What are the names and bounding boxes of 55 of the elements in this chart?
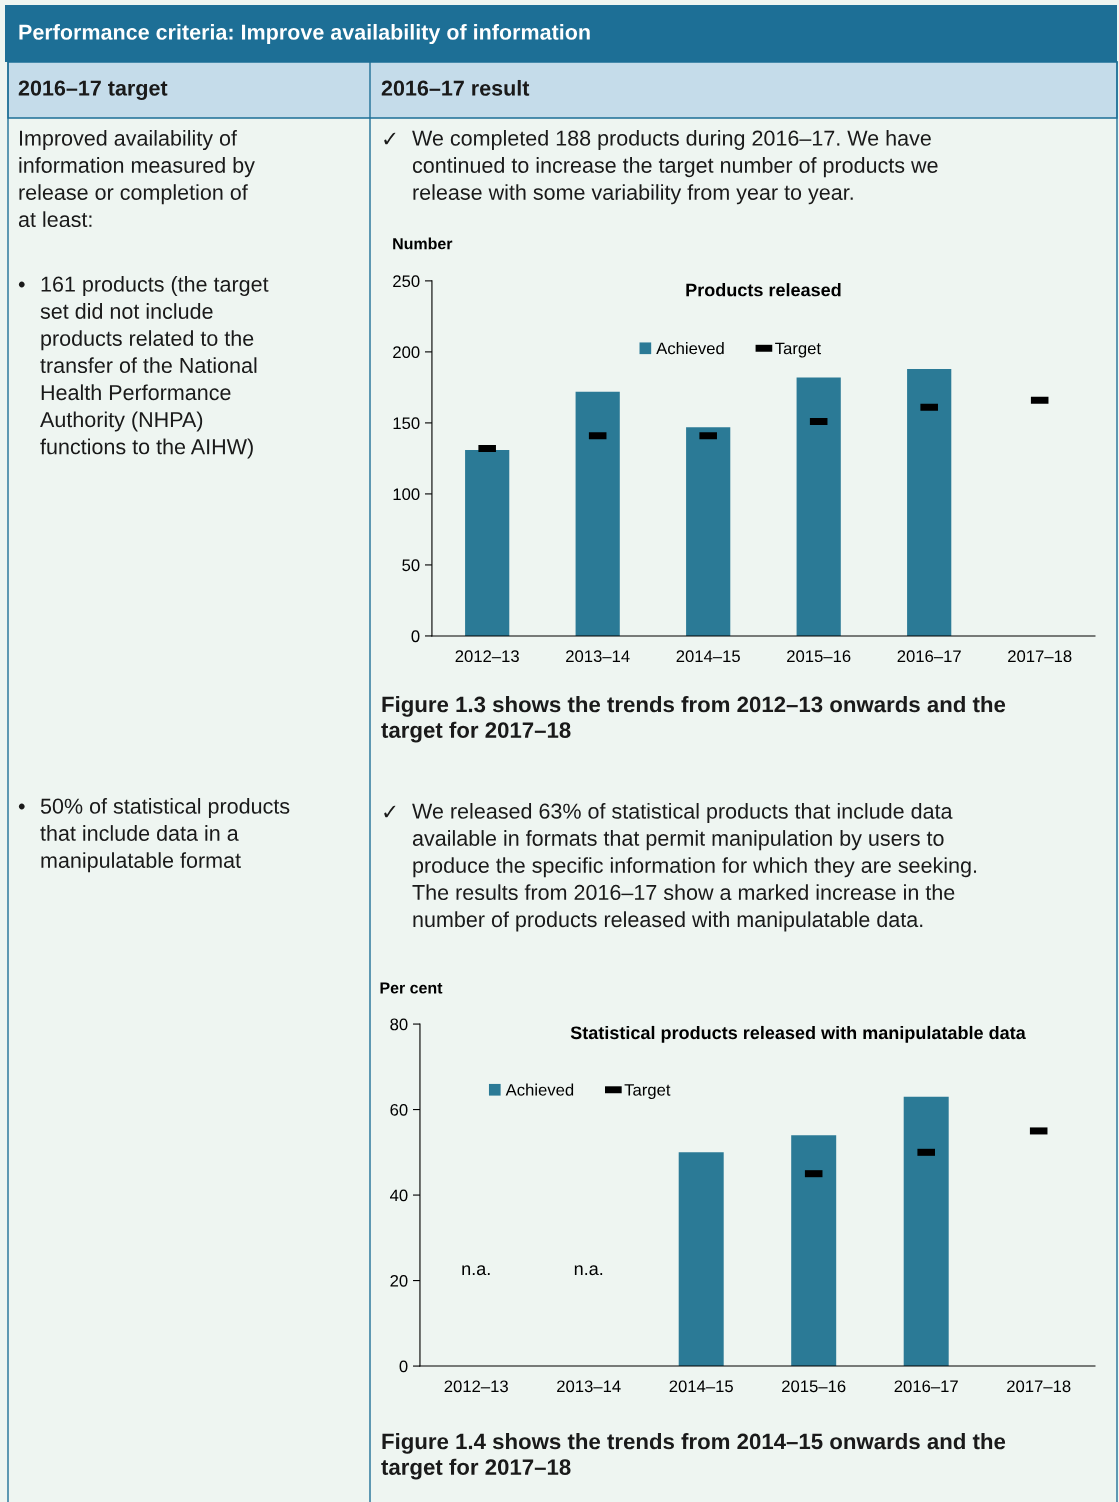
text: • (18, 281, 25, 288)
text: 161 products (the target set did not include products related to the transfer of the National Health Performance Authority (NHPA) functions to the AIHW) (40, 276, 269, 459)
y-tick-label: 250 (393, 275, 420, 288)
x-tick-label: 2016–17 (894, 1380, 958, 1393)
text: • (18, 803, 25, 810)
x-tick-label: 2012–13 (455, 650, 519, 663)
x-tick-label: 2014–15 (676, 650, 740, 663)
x-tick-label: 2014–15 (669, 1380, 733, 1393)
text: Improved availability of information measured by release or completion of at least: (18, 130, 255, 228)
caption: Figure 1.3 shows the trends from 2012–13 onwards and the target for 2017–18 (381, 696, 1006, 743)
x-tick-label: 2017–18 (1008, 650, 1072, 663)
text: ✓ (384, 132, 396, 145)
bar (575, 391, 620, 636)
annotation: n.a. (574, 1265, 603, 1276)
y-tick-label: 100 (393, 488, 420, 501)
caption: Figure 1.4 shows the trends from 2014–15 onwards and the target for 2017–18 (381, 1433, 1006, 1480)
text: We released 63% of statistical products that include data available in formats that permit manipulation by users to produce the specific information for which they are seeking. The results from 2016–17 show a marked increase in the number of products released with manipulatable data. (412, 803, 977, 932)
bar (678, 1152, 724, 1367)
legend-label: Target (775, 342, 821, 358)
y-tick-label: 60 (390, 1103, 408, 1116)
x-tick-label: 2017–18 (1007, 1380, 1071, 1393)
x-tick-label: 2015–16 (782, 1380, 846, 1393)
y-tick-label: 0 (411, 630, 420, 643)
y-tick-label: 40 (390, 1189, 408, 1202)
bar (465, 449, 510, 636)
x-tick-label: 2016–17 (897, 650, 961, 663)
text: 50% of statistical products that include data in a manipulatable format (40, 798, 290, 873)
x-tick-label: 2012–13 (444, 1380, 508, 1393)
bar (796, 377, 841, 636)
y-axis-title: Per cent (380, 982, 443, 994)
bar (907, 368, 952, 636)
y-tick-label: 200 (393, 346, 420, 359)
x-tick-label: 2013–14 (566, 650, 630, 663)
x-tick-label: 2013–14 (557, 1380, 621, 1393)
text: Performance criteria: Improve availability of information (19, 23, 590, 45)
bar (686, 427, 731, 636)
legend-label: Achieved (656, 342, 724, 355)
annotation: n.a. (462, 1265, 490, 1276)
chart-title: Statistical products released with manipulatable data (570, 1025, 1026, 1043)
chart-title: Products released (686, 283, 841, 297)
legend-label: Target (624, 1084, 671, 1100)
text: 2016–17 target (18, 80, 168, 101)
legend-label: Achieved (505, 1083, 574, 1096)
y-tick-label: 20 (390, 1274, 408, 1287)
y-tick-label: 0 (399, 1360, 408, 1373)
y-tick-label: 80 (390, 1018, 408, 1031)
y-tick-label: 50 (402, 559, 420, 572)
text: ✓ (384, 805, 396, 818)
text: 2016–17 result (381, 79, 530, 96)
y-tick-label: 150 (393, 417, 420, 430)
text: We completed 188 products during 2016–17. We have continued to increase the target number of products we release with some variability from year to year. (412, 130, 938, 205)
y-axis-title: Number (393, 237, 453, 250)
x-tick-label: 2015–16 (787, 650, 851, 663)
bar (791, 1135, 837, 1367)
bar (903, 1096, 949, 1367)
